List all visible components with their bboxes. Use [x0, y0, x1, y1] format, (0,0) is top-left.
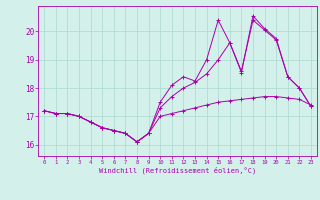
X-axis label: Windchill (Refroidissement éolien,°C): Windchill (Refroidissement éolien,°C): [99, 167, 256, 174]
